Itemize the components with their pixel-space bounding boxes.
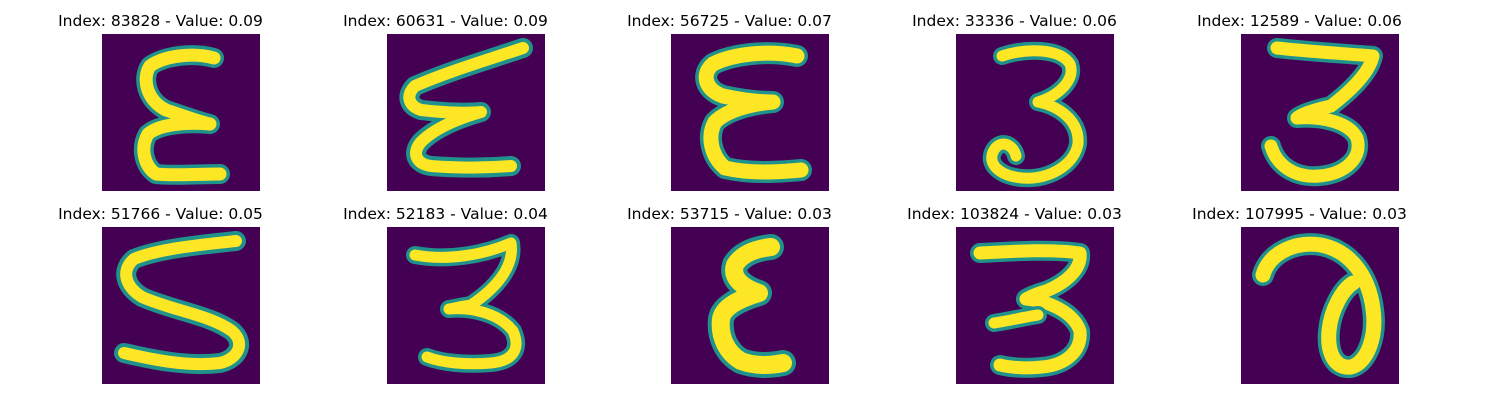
panel-title: Index: 52183 - Value: 0.04 [343,205,548,223]
glyph-three-b [1261,38,1383,187]
glyph-loop-a [1252,233,1385,379]
panel-7: Index: 52183 - Value: 0.04 [303,202,588,392]
panel-title: Index: 56725 - Value: 0.07 [627,12,832,30]
panel-9: Index: 103824 - Value: 0.03 [872,202,1157,392]
panel-title: Index: 103824 - Value: 0.03 [907,205,1122,223]
glyph-epsilon-slanted [399,38,533,178]
panel-10: Index: 107995 - Value: 0.03 [1157,202,1442,392]
digit-image [1241,227,1399,384]
digit-image [956,34,1114,191]
glyph-epsilon-b [695,42,812,183]
digit-image [102,34,260,191]
panel-6: Index: 51766 - Value: 0.05 [18,202,303,392]
glyph-epsilon-a [133,45,230,185]
glyph-three-a [982,41,1088,188]
glyph-epsilon-c [707,234,796,378]
panel-title: Index: 60631 - Value: 0.09 [343,12,548,30]
glyph-three-d [970,240,1091,378]
panel-title: Index: 51766 - Value: 0.05 [58,205,263,223]
digit-image [671,227,829,384]
panel-title: Index: 83828 - Value: 0.09 [58,12,263,30]
panel-4: Index: 33336 - Value: 0.06 [872,9,1157,199]
panel-8: Index: 53715 - Value: 0.03 [587,202,872,392]
panel-title: Index: 107995 - Value: 0.03 [1192,205,1407,223]
digit-image [1241,34,1399,191]
panel-title: Index: 33336 - Value: 0.06 [912,12,1117,30]
digit-image [956,227,1114,384]
digit-image [671,34,829,191]
panel-1: Index: 83828 - Value: 0.09 [18,9,303,199]
glyph-five [114,231,250,375]
digit-image [387,34,545,191]
digit-image [387,227,545,384]
panel-3: Index: 56725 - Value: 0.07 [587,9,872,199]
panel-title: Index: 53715 - Value: 0.03 [627,205,832,223]
glyph-three-c [406,234,525,373]
panel-2: Index: 60631 - Value: 0.09 [303,9,588,199]
panel-5: Index: 12589 - Value: 0.06 [1157,9,1442,199]
digit-image [102,227,260,384]
panel-title: Index: 12589 - Value: 0.06 [1197,12,1402,30]
